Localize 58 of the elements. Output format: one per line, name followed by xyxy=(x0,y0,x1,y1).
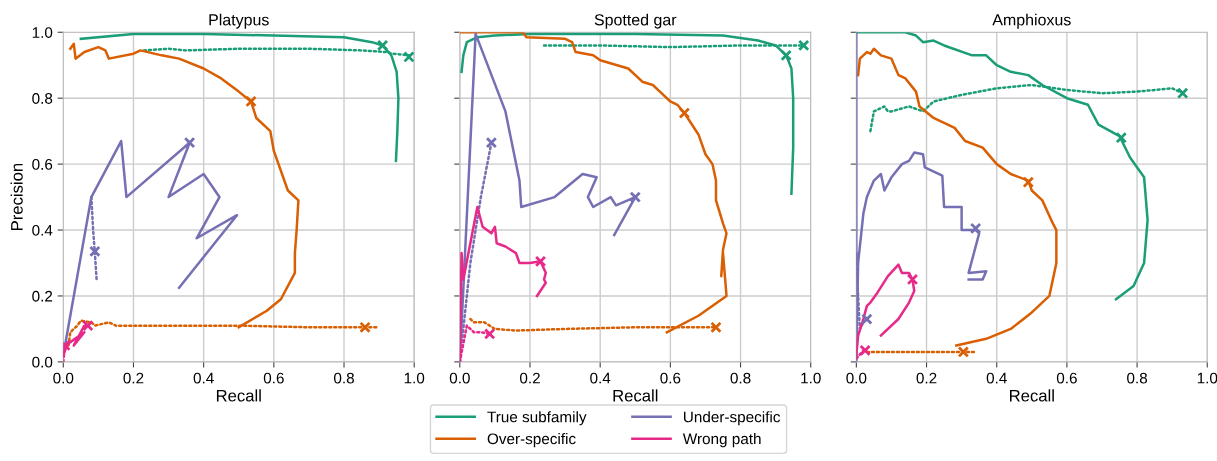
x-tick-label: 0.8 xyxy=(730,372,751,384)
point xyxy=(957,346,970,358)
y-tick-label: 1.0 xyxy=(32,27,53,38)
point xyxy=(780,49,792,62)
line-series xyxy=(90,195,98,281)
point xyxy=(969,222,982,235)
point xyxy=(629,191,642,203)
point xyxy=(1115,131,1128,144)
y-tick-label: 0.8 xyxy=(32,93,53,104)
x-tick-label: 0.6 xyxy=(660,372,681,384)
x-tick-label: 0.4 xyxy=(590,372,611,384)
point xyxy=(906,273,919,286)
x-tick-label: 0.2 xyxy=(123,372,144,384)
x-tick-label: 0.8 xyxy=(333,372,354,384)
y-tick-label: 0.2 xyxy=(32,290,53,302)
x-tick-label: 1.0 xyxy=(1197,372,1217,384)
point xyxy=(678,107,691,119)
x-tick-label: 0.4 xyxy=(193,372,214,384)
x-axis-title: Recall xyxy=(613,389,658,402)
x-tick-label: 0.4 xyxy=(986,372,1007,384)
legend-label: Over-specific xyxy=(487,433,576,448)
y-tick-label: 0.4 xyxy=(32,224,53,236)
point xyxy=(861,313,873,325)
y-tick-label: 0.6 xyxy=(32,158,53,170)
legend-label: Wrong path xyxy=(682,433,761,448)
point xyxy=(1022,176,1035,189)
point xyxy=(245,95,257,108)
point xyxy=(534,255,547,268)
chart-title: Platypus xyxy=(209,13,269,29)
x-tick-label: 0.0 xyxy=(53,372,74,384)
point xyxy=(403,51,415,63)
chart-title: Spotted gar xyxy=(594,13,677,29)
x-tick-label: 0.6 xyxy=(1056,372,1077,384)
x-tick-label: 0.2 xyxy=(916,372,937,384)
point xyxy=(483,328,496,340)
point xyxy=(359,321,371,334)
y-axis-title: Precision xyxy=(10,163,23,230)
x-tick-label: 0.0 xyxy=(846,372,867,384)
point xyxy=(710,321,722,334)
x-tick-label: 1.0 xyxy=(404,372,425,384)
x-tick-label: 1.0 xyxy=(801,372,821,384)
x-tick-label: 0.2 xyxy=(519,372,540,384)
point xyxy=(485,136,498,149)
y-tick-label: 0.0 xyxy=(32,356,53,368)
x-axis-title: Recall xyxy=(216,389,261,402)
legend-label: True subfamily xyxy=(487,411,587,426)
point xyxy=(376,39,389,52)
x-tick-label: 0.8 xyxy=(1127,372,1148,384)
x-tick-label: 0.6 xyxy=(263,372,284,384)
legend-label: Under-specific xyxy=(684,411,781,426)
chart-title: Amphioxus xyxy=(992,13,1071,29)
point xyxy=(1176,87,1189,100)
x-tick-label: 0.0 xyxy=(449,372,470,384)
point xyxy=(89,245,101,258)
point xyxy=(82,319,94,332)
point xyxy=(797,39,810,52)
point xyxy=(183,136,196,149)
x-axis-title: Recall xyxy=(1010,389,1054,402)
